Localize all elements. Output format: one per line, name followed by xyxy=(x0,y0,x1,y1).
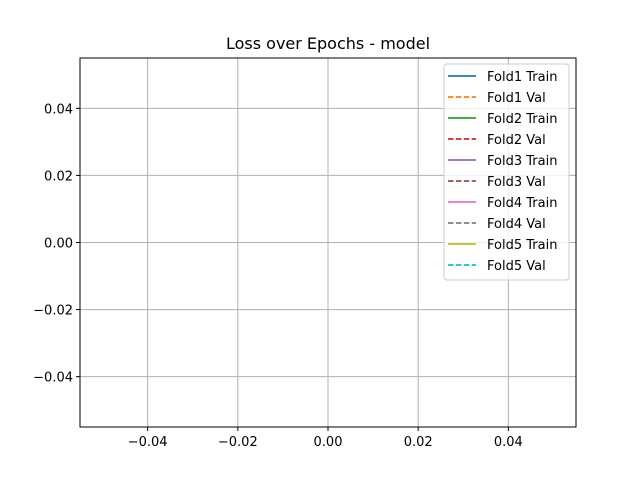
y-tick-label: −0.02 xyxy=(33,304,73,319)
legend-label: Fold2 Val xyxy=(487,133,546,148)
legend-label: Fold4 Train xyxy=(487,196,557,211)
y-tick-label: −0.04 xyxy=(33,371,73,386)
legend-label: Fold5 Val xyxy=(487,259,546,274)
legend-label: Fold1 Train xyxy=(487,70,557,85)
x-axis-ticks: −0.04 −0.02 0.00 0.02 0.04 xyxy=(128,427,523,450)
legend-label: Fold3 Val xyxy=(487,175,546,190)
y-axis-ticks: 0.04 0.02 0.00 −0.02 −0.04 xyxy=(33,102,80,386)
x-tick-label: −0.04 xyxy=(128,435,168,450)
legend-label: Fold1 Val xyxy=(487,91,546,106)
y-tick-label: 0.04 xyxy=(44,102,73,117)
x-tick-label: 0.04 xyxy=(494,435,523,450)
x-tick-label: −0.02 xyxy=(218,435,258,450)
y-tick-label: 0.02 xyxy=(44,169,73,184)
legend: Fold1 Train Fold1 Val Fold2 Train Fold2 Val… xyxy=(443,63,570,281)
legend-label: Fold5 Train xyxy=(487,238,557,253)
x-tick-label: 0.02 xyxy=(404,435,433,450)
y-tick-label: 0.00 xyxy=(44,237,73,252)
x-tick-label: 0.00 xyxy=(314,435,343,450)
legend-label: Fold3 Train xyxy=(487,154,557,169)
legend-label: Fold2 Train xyxy=(487,112,557,127)
chart-title: Loss over Epochs - model xyxy=(226,34,430,53)
legend-label: Fold4 Val xyxy=(487,217,546,232)
